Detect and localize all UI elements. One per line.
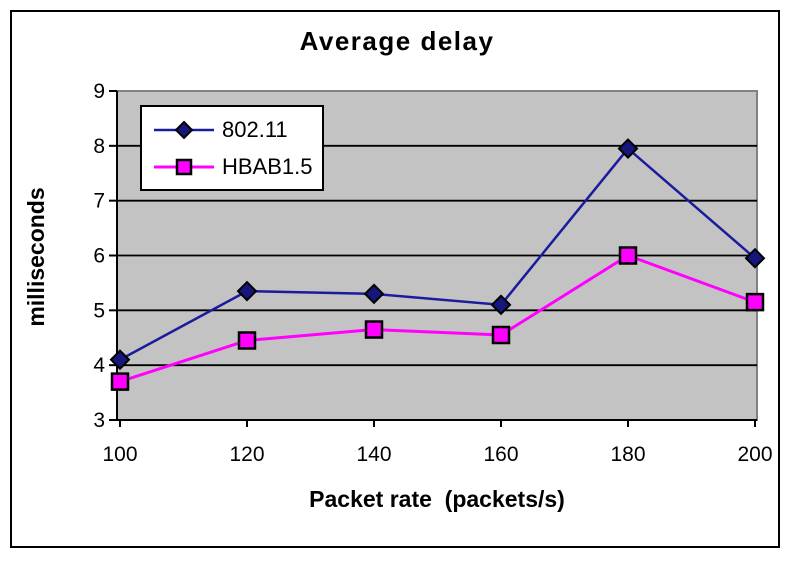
legend-label: 802.11 — [222, 116, 288, 142]
y-axis-title: milliseconds — [23, 187, 49, 327]
legend-line-diamond-sample — [154, 120, 214, 139]
svg-text:120: 120 — [229, 443, 264, 466]
legend-item-hbab1-5: HBAB1.5 — [152, 153, 322, 179]
svg-text:5: 5 — [93, 299, 105, 322]
svg-text:140: 140 — [356, 443, 391, 466]
svg-text:100: 100 — [102, 443, 137, 466]
svg-text:200: 200 — [737, 443, 772, 466]
svg-text:7: 7 — [93, 190, 105, 213]
chart-outer-border — [10, 10, 780, 548]
legend-label: HBAB1.5 — [222, 153, 313, 179]
legend: 802.11 HBAB1.5 — [140, 105, 324, 191]
x-axis-title: Packet rate (packets/s) — [309, 486, 565, 512]
chart-title: Average delay — [299, 26, 495, 56]
svg-text:8: 8 — [93, 135, 105, 158]
svg-text:9: 9 — [93, 80, 105, 103]
svg-text:6: 6 — [93, 245, 105, 268]
svg-text:3: 3 — [93, 409, 105, 432]
svg-text:4: 4 — [93, 354, 105, 377]
legend-line-square-sample — [154, 158, 214, 175]
svg-text:180: 180 — [610, 443, 645, 466]
svg-text:160: 160 — [483, 443, 518, 466]
legend-item-802-11: 802.11 — [152, 116, 322, 142]
